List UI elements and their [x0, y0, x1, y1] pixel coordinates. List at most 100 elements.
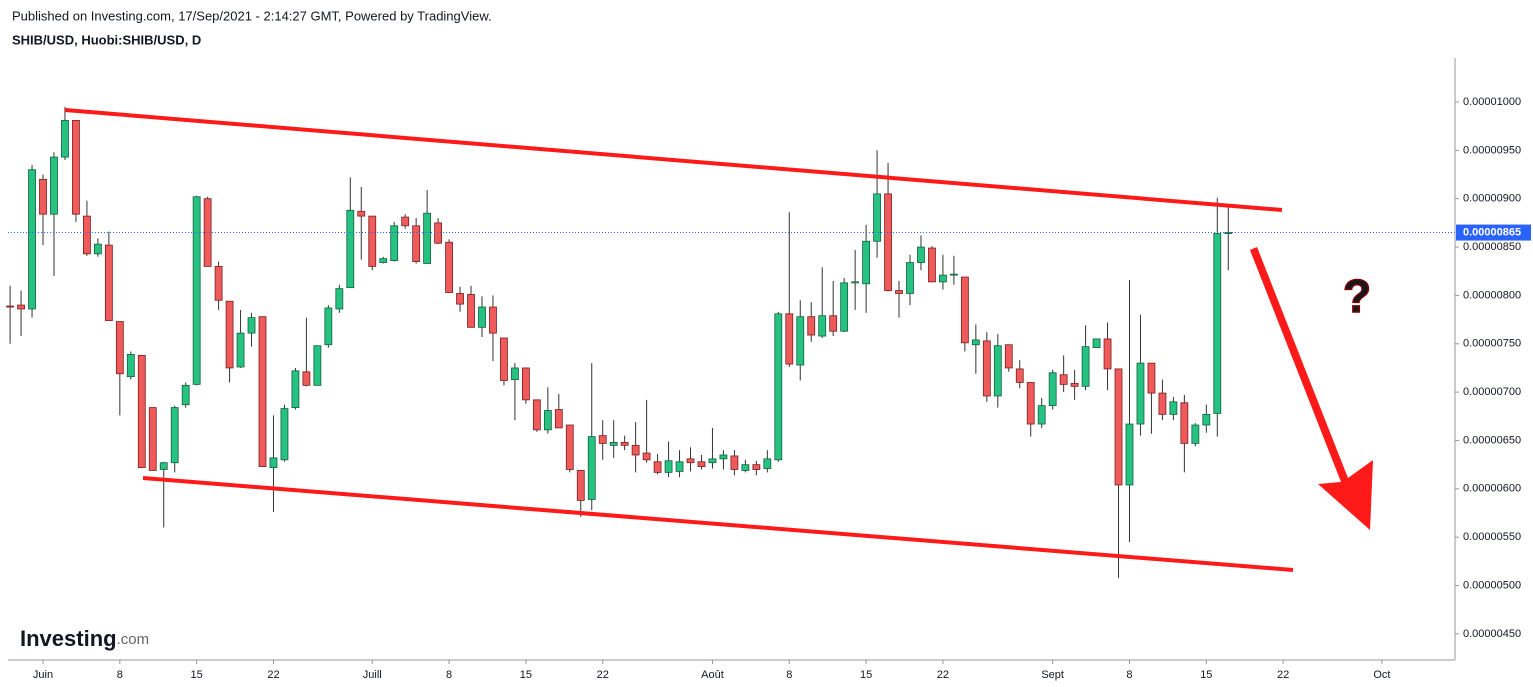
candle-body — [873, 193, 881, 242]
candle — [445, 239, 453, 293]
candle-body — [730, 455, 739, 470]
candle — [1004, 344, 1013, 372]
candle — [1147, 362, 1156, 434]
candle — [83, 200, 91, 256]
candle-body — [423, 212, 432, 264]
candle-body — [939, 274, 947, 283]
candle — [1081, 325, 1090, 391]
candle-body — [1158, 392, 1167, 415]
candle — [1202, 404, 1211, 433]
x-tick-label: 22 — [597, 669, 609, 681]
x-tick-label: 15 — [520, 669, 532, 681]
y-tick-label: 0.00000800 — [1463, 289, 1521, 301]
candle — [28, 164, 36, 318]
candle-body — [1191, 424, 1200, 444]
candle — [686, 447, 695, 472]
candle — [258, 316, 267, 467]
candle — [192, 195, 201, 386]
candle — [741, 459, 750, 473]
candle — [873, 150, 881, 258]
candle-body — [993, 345, 1002, 397]
candle-body — [1224, 232, 1233, 234]
candle — [126, 351, 135, 380]
candle-body — [1015, 368, 1024, 383]
candle — [500, 337, 508, 386]
candle-body — [796, 316, 805, 366]
candle — [478, 296, 486, 337]
candle-body — [500, 337, 508, 381]
candle-body — [203, 198, 212, 267]
candle-body — [840, 282, 849, 332]
candle-body — [697, 461, 706, 467]
candle-body — [763, 458, 772, 469]
candle-body — [1202, 413, 1211, 426]
candle-body — [269, 457, 278, 468]
candle-body — [521, 367, 530, 401]
candle — [368, 215, 377, 271]
candle-body — [1114, 368, 1123, 486]
x-tick-label: 22 — [1277, 669, 1289, 681]
candle — [554, 394, 563, 429]
candle — [357, 187, 366, 260]
arrow-shape — [1250, 247, 1373, 530]
x-tick-label: 15 — [191, 669, 203, 681]
candle — [917, 235, 925, 271]
candle — [785, 212, 794, 367]
candle — [39, 174, 47, 246]
candle-body — [554, 409, 563, 429]
candle-body — [1125, 423, 1134, 486]
candle — [280, 404, 289, 462]
x-tick-label: Août — [701, 669, 724, 681]
candle — [1169, 396, 1178, 421]
candle-body — [368, 215, 377, 267]
plot-area: 0.00000450 0.00000500 0.00000550 0.00000600… — [6, 96, 1521, 681]
candle — [532, 399, 541, 432]
candle — [1136, 314, 1145, 436]
candle-body — [1081, 346, 1090, 387]
candle — [851, 249, 860, 310]
candle-body — [631, 444, 640, 456]
candle — [807, 302, 816, 342]
candle-body — [884, 193, 892, 291]
candle-body — [653, 461, 662, 473]
candle — [225, 300, 234, 383]
y-tick-label: 0.00000700 — [1463, 386, 1521, 398]
candle — [1213, 197, 1222, 437]
candle — [884, 162, 892, 292]
candle-body — [50, 156, 58, 215]
candle-body — [302, 371, 311, 386]
candle-body — [1147, 362, 1156, 394]
candle — [950, 255, 958, 285]
y-tick-label: 0.00000900 — [1463, 193, 1521, 205]
candle-body — [412, 225, 421, 262]
candle-body — [598, 435, 607, 444]
candle — [61, 106, 69, 161]
candle — [1048, 369, 1057, 410]
candle — [1114, 368, 1123, 578]
candle-body — [401, 216, 410, 227]
y-tick-label: 0.00000500 — [1463, 579, 1521, 591]
candle — [203, 196, 212, 267]
x-tick-label: 8 — [117, 669, 123, 681]
candle — [247, 312, 256, 347]
candle-body — [137, 354, 146, 468]
candle-body — [1213, 233, 1222, 414]
candle-body — [61, 119, 69, 158]
candle-body — [851, 281, 860, 284]
logo-suffix: .com — [117, 631, 150, 648]
y-tick-label: 0.00000850 — [1463, 241, 1521, 253]
candle-body — [126, 354, 135, 378]
candle-body — [258, 316, 267, 467]
candle-body — [478, 306, 486, 328]
candle — [148, 407, 157, 471]
candle-body — [620, 442, 629, 446]
candle — [390, 221, 399, 262]
y-tick-label: 0.00000450 — [1463, 628, 1521, 640]
candle — [313, 345, 322, 386]
candle-body — [1169, 401, 1178, 415]
candle — [895, 280, 903, 318]
candle — [653, 454, 662, 475]
candle — [609, 420, 618, 458]
price-label-box — [1456, 224, 1531, 241]
candle — [1070, 369, 1079, 400]
